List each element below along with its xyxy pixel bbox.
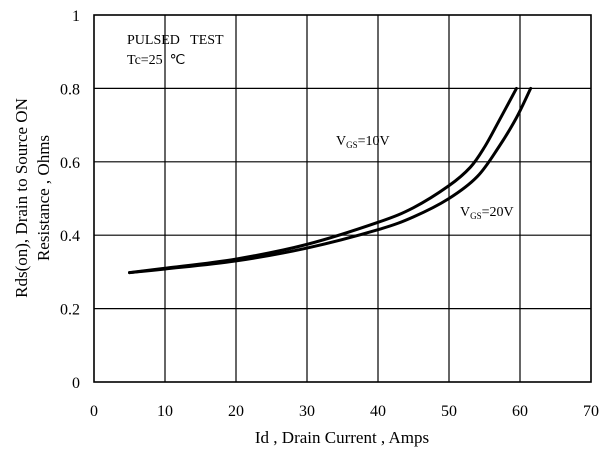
- x-tick-label-70: 70: [583, 403, 599, 420]
- x-tick-label-50: 50: [441, 403, 457, 420]
- y-tick-label-0.8: 0.8: [60, 81, 80, 98]
- x-tick-label-30: 30: [299, 403, 315, 420]
- x-tick-label-20: 20: [228, 403, 244, 420]
- series-label-vgs-20v-sub: GS: [470, 211, 482, 221]
- series-group: [128, 86, 533, 275]
- grid-lines: [94, 15, 591, 382]
- series-label-vgs-20v: VGS=20V: [460, 205, 514, 221]
- series-label-vgs-10v-main: V: [336, 134, 346, 149]
- y-tick-label-0.4: 0.4: [60, 228, 80, 245]
- series-label-vgs-10v-tail: =10V: [358, 134, 390, 149]
- x-tick-label-60: 60: [512, 403, 528, 420]
- x-tick-label-10: 10: [157, 403, 173, 420]
- series-label-vgs-20v-main: V: [460, 205, 470, 220]
- y-tick-label-1: 1: [72, 8, 80, 25]
- x-axis-title: Id , Drain Current , Amps: [255, 428, 429, 447]
- series-line-vgs-20v: [128, 86, 533, 275]
- plot-frame: [93, 14, 592, 383]
- x-tick-label-0: 0: [90, 403, 98, 420]
- series-label-vgs-20v-tail: =20V: [482, 205, 514, 220]
- y-axis-ticks: 0 0.2 0.4 0.6 0.8 1: [60, 8, 80, 392]
- series-label-vgs-10v: VGS=10V: [336, 134, 390, 150]
- y-tick-label-0.6: 0.6: [60, 155, 80, 172]
- series-label-vgs-10v-sub: GS: [346, 140, 358, 150]
- x-tick-label-40: 40: [370, 403, 386, 420]
- annotation-pulsed-test: PULSED TEST: [127, 33, 224, 48]
- x-axis-ticks: 0 10 20 30 40 50 60 70: [90, 403, 599, 420]
- annotation-temperature: Tc=25 ℃: [127, 53, 185, 68]
- y-axis-title-line1: Rds(on), Drain to Source ON: [12, 98, 31, 298]
- y-axis-title-line2: Resistance , Ohms: [34, 135, 53, 261]
- y-tick-label-0.2: 0.2: [60, 302, 80, 319]
- y-tick-label-0: 0: [72, 375, 80, 392]
